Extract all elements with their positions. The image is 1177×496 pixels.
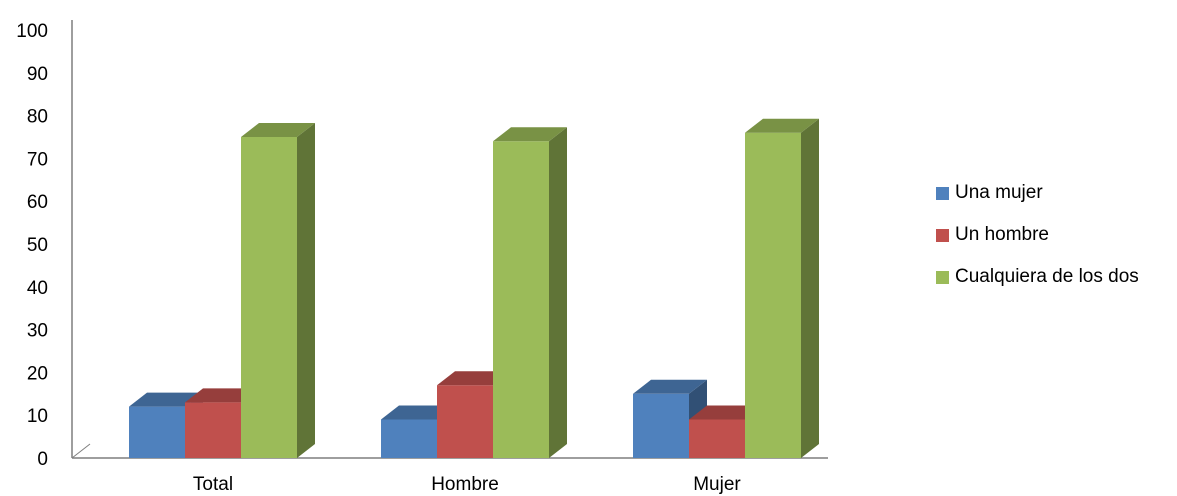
y-tick-label: 0 (37, 449, 48, 470)
y-tick-label: 70 (27, 149, 48, 170)
bar-front (689, 419, 745, 458)
bar-top (745, 118, 819, 133)
legend-swatch-una-mujer (936, 186, 949, 200)
bar-side (549, 127, 567, 458)
y-tick-label: 90 (27, 64, 48, 85)
bar-front (129, 406, 185, 458)
legend-swatch-un-hombre (936, 228, 949, 242)
x-tick-label: Total (193, 474, 233, 495)
bar-front (185, 402, 241, 458)
y-tick-label: 20 (27, 363, 48, 384)
bar-top (185, 388, 259, 403)
bar-side (297, 123, 315, 458)
bar-top (689, 405, 763, 420)
y-tick-label: 60 (27, 192, 48, 213)
axis-depth-line (71, 443, 91, 459)
chart-bars (129, 118, 819, 458)
bar-side (801, 118, 819, 458)
bar-top (437, 371, 511, 386)
bar-front (633, 393, 689, 458)
y-tick-label: 100 (16, 21, 48, 42)
bar (493, 127, 567, 458)
legend-label: Un hombre (955, 224, 1049, 245)
bar (745, 118, 819, 458)
y-tick-label: 80 (27, 107, 48, 128)
legend-label: Cualquiera de los dos (955, 266, 1139, 287)
y-tick-label: 40 (27, 278, 48, 299)
bar-top (633, 379, 707, 394)
bar-front (241, 137, 297, 458)
x-tick-label: Hombre (431, 474, 499, 495)
y-tick-label: 30 (27, 321, 48, 342)
legend: Una mujer Un hombre Cualquiera de los do… (936, 182, 1139, 308)
bar-front (437, 385, 493, 458)
y-tick-label: 50 (27, 235, 48, 256)
bar (241, 123, 315, 458)
legend-item-un-hombre: Un hombre (936, 224, 1139, 246)
y-tick-label: 10 (27, 406, 48, 427)
bar-front (745, 132, 801, 458)
legend-swatch-cualquiera (936, 270, 949, 284)
bar-top (129, 392, 203, 407)
bar-front (493, 141, 549, 458)
bar-top (381, 405, 455, 420)
x-tick-label: Mujer (693, 474, 741, 495)
legend-item-cualquiera: Cualquiera de los dos (936, 266, 1139, 288)
bar-top (493, 127, 567, 142)
bar-top (241, 123, 315, 137)
legend-label: Una mujer (955, 182, 1043, 203)
bar-front (381, 419, 437, 458)
legend-item-una-mujer: Una mujer (936, 182, 1139, 204)
chart-labels: 0 10 20 30 40 50 60 70 80 90 100 Total Hombre Mujer (16, 21, 741, 495)
